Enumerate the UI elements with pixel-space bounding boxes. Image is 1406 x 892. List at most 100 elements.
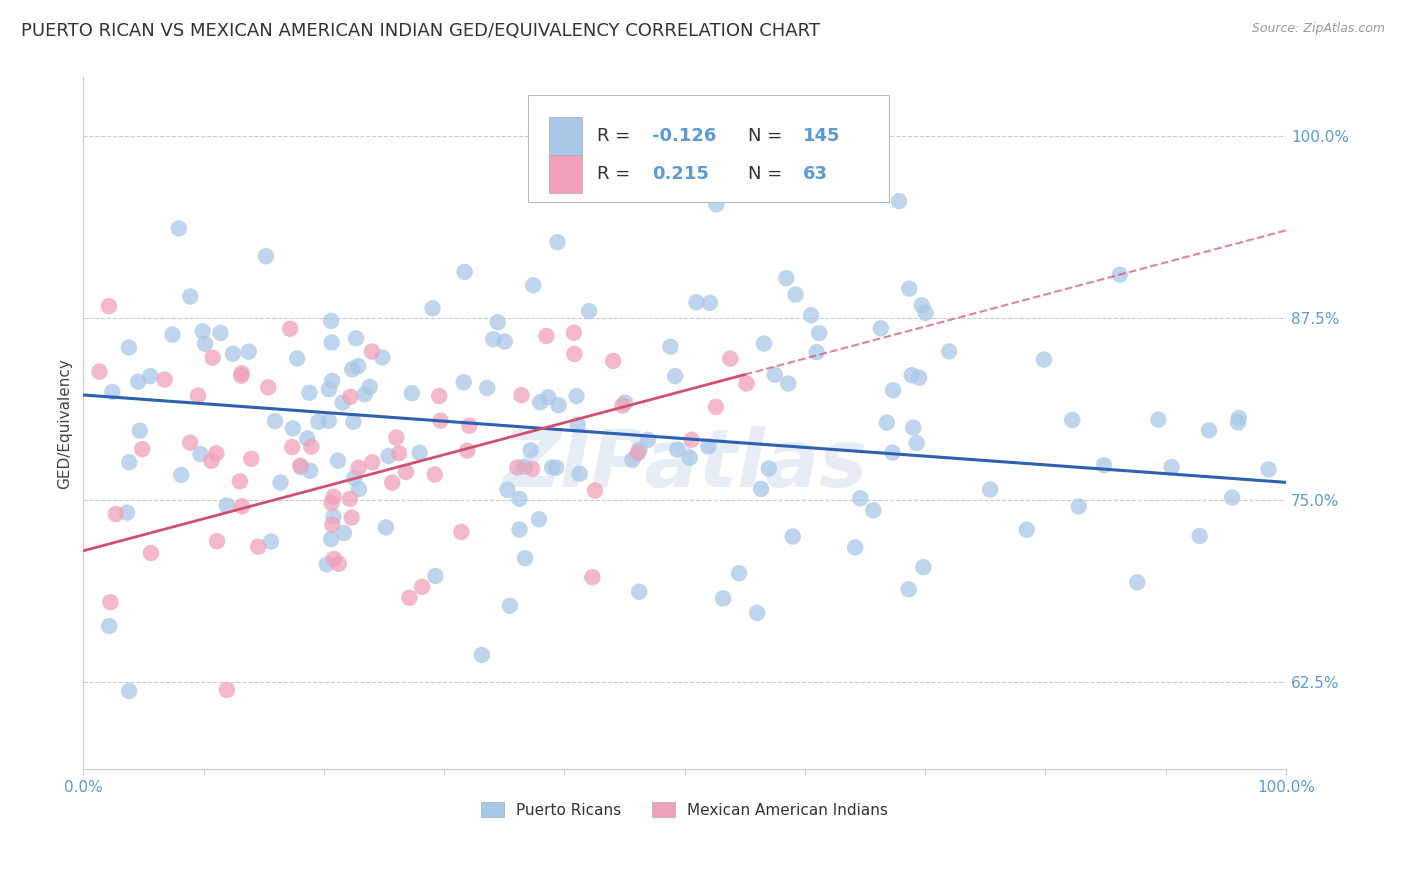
Point (89, 365, 111, 379)
Point (1092, 458, 1115, 473)
Point (699, 296, 721, 310)
Point (347, 482, 370, 496)
Point (139, 546, 162, 560)
Point (808, 326, 831, 340)
Point (1015, 523, 1038, 537)
Point (728, 566, 751, 581)
FancyBboxPatch shape (529, 95, 889, 202)
Point (398, 591, 420, 605)
Point (903, 420, 925, 434)
Point (869, 321, 891, 335)
Point (453, 265, 475, 279)
FancyBboxPatch shape (548, 155, 582, 194)
Point (205, 446, 228, 460)
Point (118, 455, 141, 469)
Point (887, 194, 910, 209)
Point (775, 271, 797, 285)
Point (231, 500, 253, 514)
Point (339, 390, 361, 404)
Point (104, 507, 127, 521)
Point (581, 570, 603, 584)
Point (323, 551, 346, 566)
Point (844, 541, 866, 555)
Point (509, 523, 531, 537)
Text: 0.215: 0.215 (652, 165, 709, 183)
Point (456, 443, 478, 458)
Point (567, 417, 589, 432)
Point (97, 299, 120, 313)
Point (321, 532, 343, 546)
Point (278, 322, 301, 336)
Point (912, 560, 935, 574)
Point (1188, 529, 1211, 543)
Text: ZIPatlas: ZIPatlas (502, 425, 868, 504)
Point (429, 414, 451, 428)
Point (529, 395, 551, 409)
Point (190, 447, 212, 461)
Point (711, 591, 734, 606)
Point (205, 534, 228, 549)
Point (128, 424, 150, 438)
Point (901, 368, 924, 383)
Point (785, 287, 807, 301)
Point (536, 329, 558, 343)
Text: -0.126: -0.126 (652, 128, 717, 145)
Point (162, 327, 184, 342)
Point (685, 295, 707, 310)
Point (247, 540, 270, 554)
Point (612, 102, 634, 116)
Point (209, 326, 232, 340)
Point (299, 440, 322, 454)
Point (322, 490, 344, 504)
Point (911, 298, 934, 312)
Point (602, 354, 624, 368)
Point (264, 414, 287, 428)
Point (422, 301, 444, 316)
Point (806, 345, 828, 359)
Point (681, 433, 703, 447)
Point (1198, 423, 1220, 437)
Point (520, 462, 543, 476)
Point (371, 351, 394, 365)
Point (486, 315, 509, 329)
FancyBboxPatch shape (548, 117, 582, 155)
Point (167, 221, 190, 235)
Point (179, 435, 201, 450)
Point (153, 373, 176, 387)
Point (257, 380, 280, 394)
Point (897, 582, 920, 597)
Point (898, 282, 921, 296)
Point (321, 496, 343, 510)
Point (1257, 462, 1279, 476)
Text: PUERTO RICAN VS MEXICAN AMERICAN INDIAN GED/EQUIVALENCY CORRELATION CHART: PUERTO RICAN VS MEXICAN AMERICAN INDIAN … (21, 22, 820, 40)
Point (361, 455, 384, 469)
Point (782, 529, 804, 543)
Text: 63: 63 (803, 165, 828, 183)
Point (191, 324, 214, 338)
Point (425, 569, 447, 583)
Text: R =: R = (596, 165, 636, 183)
Point (752, 336, 775, 351)
Point (101, 384, 124, 399)
Point (800, 308, 823, 322)
Point (749, 482, 772, 496)
Point (506, 460, 529, 475)
Point (458, 418, 481, 433)
Point (578, 304, 600, 318)
Point (298, 385, 321, 400)
Point (347, 359, 370, 373)
Point (231, 366, 253, 380)
Legend: Puerto Ricans, Mexican American Indians: Puerto Ricans, Mexican American Indians (475, 796, 894, 824)
Point (343, 471, 366, 485)
Point (347, 460, 370, 475)
Point (513, 460, 536, 475)
Point (299, 464, 322, 478)
Point (388, 446, 411, 460)
Point (697, 439, 720, 453)
Point (98, 595, 121, 609)
Point (315, 558, 337, 572)
Point (938, 344, 960, 359)
Point (1220, 491, 1243, 505)
Point (905, 436, 928, 450)
Point (321, 374, 343, 388)
